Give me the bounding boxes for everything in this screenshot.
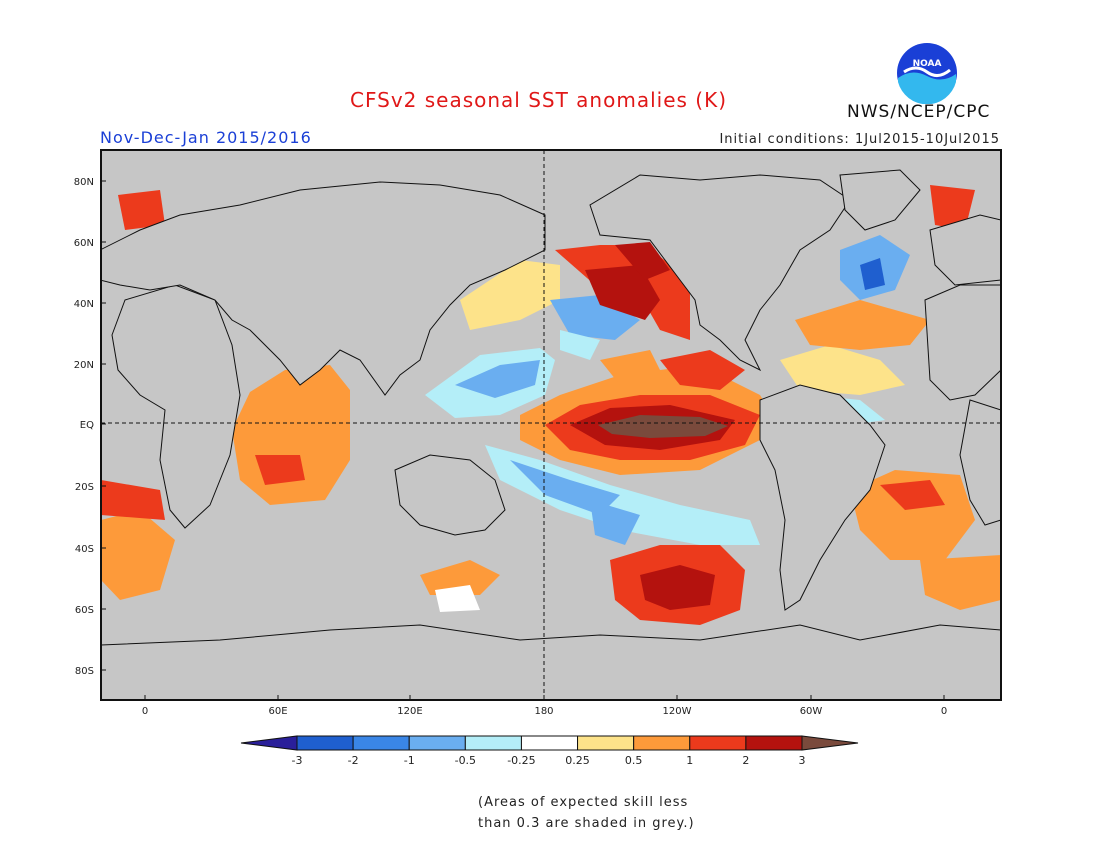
colorbar-segment bbox=[352, 735, 410, 751]
colorbar-tick-label: 2 bbox=[742, 754, 749, 767]
skill-note-line2: than 0.3 are shaded in grey.) bbox=[478, 816, 695, 831]
lat-label: 60S bbox=[75, 605, 94, 616]
skill-note-line1: (Areas of expected skill less bbox=[478, 795, 689, 810]
lon-label: 60E bbox=[268, 706, 287, 717]
lon-label: 0 bbox=[941, 706, 947, 717]
colorbar-tick-label: -3 bbox=[292, 754, 303, 767]
lat-label: 60N bbox=[74, 238, 94, 249]
africa-right-outline bbox=[924, 284, 1001, 401]
colorbar-segment bbox=[296, 735, 354, 751]
colorbar-tick-label: 0.25 bbox=[565, 754, 590, 767]
colorbar-min-arrow bbox=[240, 735, 298, 751]
africa-right-south-outline bbox=[959, 399, 1001, 526]
colorbar-tick-label: 1 bbox=[686, 754, 693, 767]
colorbar-tick-label: 0.5 bbox=[625, 754, 643, 767]
logo-text: NOAA bbox=[913, 59, 942, 69]
colorbar-segment bbox=[745, 735, 803, 751]
colorbar-max-arrow bbox=[801, 735, 859, 751]
lon-label: 0 bbox=[142, 706, 148, 717]
colorbar-segment bbox=[577, 735, 635, 751]
lat-label: 20N bbox=[74, 360, 94, 371]
map-frame bbox=[100, 149, 1002, 701]
eurasia-outline bbox=[101, 181, 546, 396]
lon-label: 120E bbox=[397, 706, 422, 717]
south-america-outline bbox=[759, 384, 886, 611]
lat-label: 40S bbox=[75, 544, 94, 555]
colorbar-tick-label: 3 bbox=[799, 754, 806, 767]
lat-label: 40N bbox=[74, 299, 94, 310]
colorbar-segment bbox=[689, 735, 747, 751]
lon-label: 60W bbox=[800, 706, 823, 717]
australia-outline bbox=[394, 454, 506, 536]
latitude-labels: 80N 60N 40N 20N EQ 20S 40S 60S 80S bbox=[74, 177, 106, 677]
lat-label: EQ bbox=[80, 420, 94, 431]
lon-label: 180 bbox=[534, 706, 553, 717]
longitude-labels: 0 60E 120E 180 120W 60W 0 bbox=[142, 695, 947, 717]
greenland-outline bbox=[839, 169, 921, 231]
lat-label: 20S bbox=[75, 482, 94, 493]
colorbar-tick-label: -2 bbox=[348, 754, 359, 767]
lat-label: 80S bbox=[75, 666, 94, 677]
antarctica-outline bbox=[101, 624, 1001, 700]
agency-label: NWS/NCEP/CPC bbox=[847, 102, 991, 122]
colorbar-segment bbox=[633, 735, 691, 751]
colorbar-tick-label: -1 bbox=[404, 754, 415, 767]
africa-outline bbox=[111, 284, 241, 529]
forecast-period: Nov-Dec-Jan 2015/2016 bbox=[100, 128, 312, 147]
landmasses bbox=[101, 169, 1001, 700]
noaa-logo-icon: NOAA bbox=[897, 43, 957, 104]
skill-note: (Areas of expected skill less than 0.3 a… bbox=[478, 792, 738, 834]
north-america-outline bbox=[589, 174, 851, 372]
initial-conditions: Initial conditions: 1Jul2015-10Jul2015 bbox=[719, 132, 1000, 147]
chart-title: CFSv2 seasonal SST anomalies (K) bbox=[350, 88, 727, 112]
colorbar-tick-label: -0.5 bbox=[455, 754, 476, 767]
colorbar-tick-label: -0.25 bbox=[507, 754, 535, 767]
colorbar-segment bbox=[408, 735, 466, 751]
europe-right-outline bbox=[929, 214, 1001, 286]
colorbar-segment bbox=[520, 735, 579, 751]
colorbar: -3 -2 -1 -0.5 -0.25 0.25 0.5 1 2 3 bbox=[240, 735, 859, 767]
lon-label: 120W bbox=[663, 706, 692, 717]
colorbar-segment bbox=[464, 735, 522, 751]
lat-label: 80N bbox=[74, 177, 94, 188]
